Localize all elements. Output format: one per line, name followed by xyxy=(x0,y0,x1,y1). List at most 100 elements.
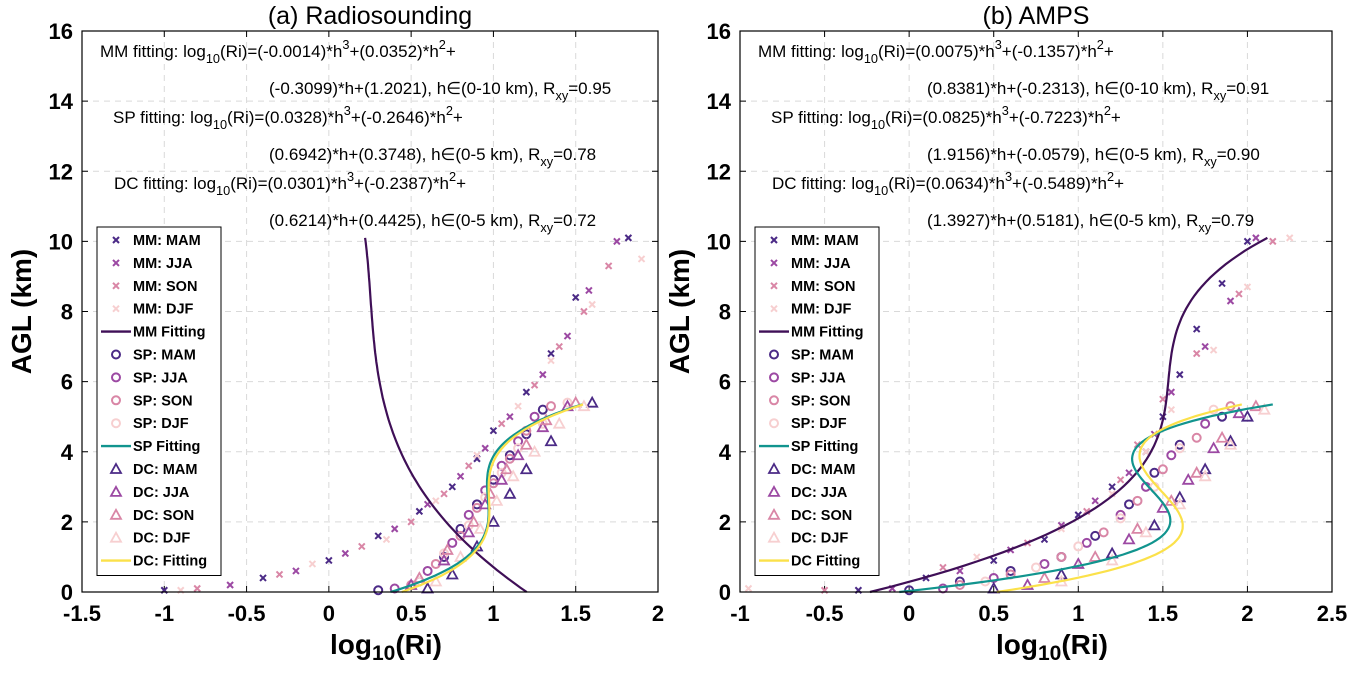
point-mm-b xyxy=(506,412,514,421)
scatter-series xyxy=(744,234,1294,596)
equation-line1: MM fitting: log10(Ri)=(-0.0014)*h3+(0.03… xyxy=(100,37,456,66)
y-tick-label: 6 xyxy=(719,370,731,395)
y-tick-label: 14 xyxy=(49,89,74,114)
series-sp-djf xyxy=(980,404,1219,587)
point-mm-b xyxy=(514,402,522,410)
point-mm-b xyxy=(1235,290,1243,298)
point-mm-b xyxy=(1108,490,1116,498)
point-sp xyxy=(1115,513,1126,524)
series-mm-son xyxy=(820,237,1277,594)
legend-label: SP Fitting xyxy=(133,439,200,455)
point-sp xyxy=(1124,499,1135,510)
point-mm-b xyxy=(440,490,448,498)
point-mm-b xyxy=(341,549,350,558)
point-dc xyxy=(1198,462,1212,475)
point-mm xyxy=(415,507,424,516)
point-mm-b xyxy=(1091,497,1099,505)
point-mm xyxy=(547,349,555,358)
y-tick-label: 2 xyxy=(719,510,731,535)
point-mm xyxy=(407,518,415,526)
point-sp xyxy=(1191,432,1202,443)
point-mm-b xyxy=(1243,283,1252,291)
legend-item: MM: SON xyxy=(770,279,855,295)
point-mm xyxy=(1226,297,1235,305)
legend-item: DC: JJA xyxy=(109,485,190,501)
point-dc xyxy=(1122,532,1136,545)
point-dc xyxy=(1198,469,1212,482)
point-mm xyxy=(1243,283,1252,291)
point-dc xyxy=(1147,518,1161,531)
y-tick-label: 16 xyxy=(49,19,73,44)
point-mm xyxy=(448,483,456,491)
equation-line1-part-1: 10 xyxy=(216,183,230,198)
legend-label: MM: SON xyxy=(791,279,855,295)
equation-line1-part-3: 3 xyxy=(1005,169,1012,184)
point-sp xyxy=(1174,439,1185,450)
equation-line1-part-0: DC fitting: log xyxy=(772,174,874,193)
equation-line1-part-3: 3 xyxy=(347,169,354,184)
legend: MM: MAM MM: JJA MM: SON MM: DJF MM Fitting SP… xyxy=(754,226,880,576)
equation-line2-part-1: xy xyxy=(540,220,553,235)
x-axis-label: log10(Ri) xyxy=(996,629,1108,665)
legend-label: SP: DJF xyxy=(791,416,847,432)
point-sp xyxy=(1115,509,1126,520)
equation-line1-part-6: + xyxy=(456,174,466,193)
legend-label: MM: DJF xyxy=(133,302,194,318)
point-mm-b xyxy=(1167,405,1176,414)
point-mm xyxy=(193,584,201,593)
equation-line1-part-4: +(-0.7223)*h xyxy=(1009,108,1104,127)
equation-line1-part-1: 10 xyxy=(871,117,885,132)
legend-item: SP: JJA xyxy=(111,370,188,386)
point-dc xyxy=(1190,465,1204,478)
x-axis-label-part-1: 10 xyxy=(372,642,395,665)
legend-item: DC: DJF xyxy=(767,531,848,547)
point-mm-b xyxy=(956,567,964,575)
point-dc xyxy=(445,567,459,580)
legend-label: SP: JJA xyxy=(791,370,846,386)
legend-marker xyxy=(109,485,123,497)
point-mm-b xyxy=(275,570,284,579)
point-dc xyxy=(1071,557,1085,569)
legend-marker xyxy=(111,349,121,360)
point-mm-b xyxy=(990,556,998,565)
x-axis-label: log10(Ri) xyxy=(330,629,442,665)
equation-line1: DC fitting: log10(Ri)=(0.0301)*h3+(-0.23… xyxy=(114,169,466,198)
plot-frame xyxy=(81,30,659,593)
legend: MM: MAM MM: JJA MM: SON MM: DJF MM Fitting SP… xyxy=(96,226,222,576)
equation-line2: (0.6942)*h+(0.3748), h∈(0-5 km), Rxy=0.7… xyxy=(269,145,596,169)
legend-marker xyxy=(767,462,781,474)
legend-label: DC: DJF xyxy=(133,531,190,547)
x-axis-label-part-0: log xyxy=(330,629,372,660)
equation-line1-part-3: 3 xyxy=(1002,103,1009,118)
point-mm xyxy=(382,535,391,544)
fit-equations: MM fitting: log10(Ri)=(0.0075)*h3+(-0.13… xyxy=(758,37,1269,235)
point-mm xyxy=(1125,469,1133,477)
y-tick-label: 14 xyxy=(707,89,732,114)
point-mm-b xyxy=(555,342,563,351)
point-mm xyxy=(1091,497,1099,505)
equation-line2-part-0: (0.6942)*h+(0.3748), h∈(0-5 km), R xyxy=(269,145,540,164)
point-mm xyxy=(1116,476,1125,484)
legend-marker xyxy=(767,507,781,520)
point-mm-b xyxy=(497,419,506,428)
point-dc xyxy=(1207,441,1221,454)
equation-line2: (-0.3099)*h+(1.2021), h∈(0-10 km), Rxy=0… xyxy=(269,79,611,103)
point-dc xyxy=(552,416,566,429)
point-mm xyxy=(1201,342,1209,351)
panel-radiosounding: (a) Radiosounding -1.5 -1 -0.5 0 0.5 1 1.5 2 0 2 4 6… xyxy=(6,2,664,665)
legend-label: DC: SON xyxy=(133,508,194,524)
point-mm-b xyxy=(1269,237,1277,246)
equation-line2: (1.3927)*h+(0.5181), h∈(0-5 km), Rxy=0.7… xyxy=(927,211,1254,235)
series-mm-jja xyxy=(226,237,621,589)
point-mm xyxy=(506,412,514,421)
point-dc xyxy=(1173,497,1187,510)
equation-line1-part-1: 10 xyxy=(213,117,227,132)
point-dc xyxy=(1181,472,1195,485)
fit-equations: MM fitting: log10(Ri)=(-0.0014)*h3+(0.03… xyxy=(100,37,611,235)
equation-line1-part-5: 2 xyxy=(439,37,446,52)
point-sp xyxy=(1073,541,1084,552)
point-mm xyxy=(522,388,531,396)
equation-line1-part-6: + xyxy=(453,108,463,127)
point-mm xyxy=(1142,448,1150,456)
